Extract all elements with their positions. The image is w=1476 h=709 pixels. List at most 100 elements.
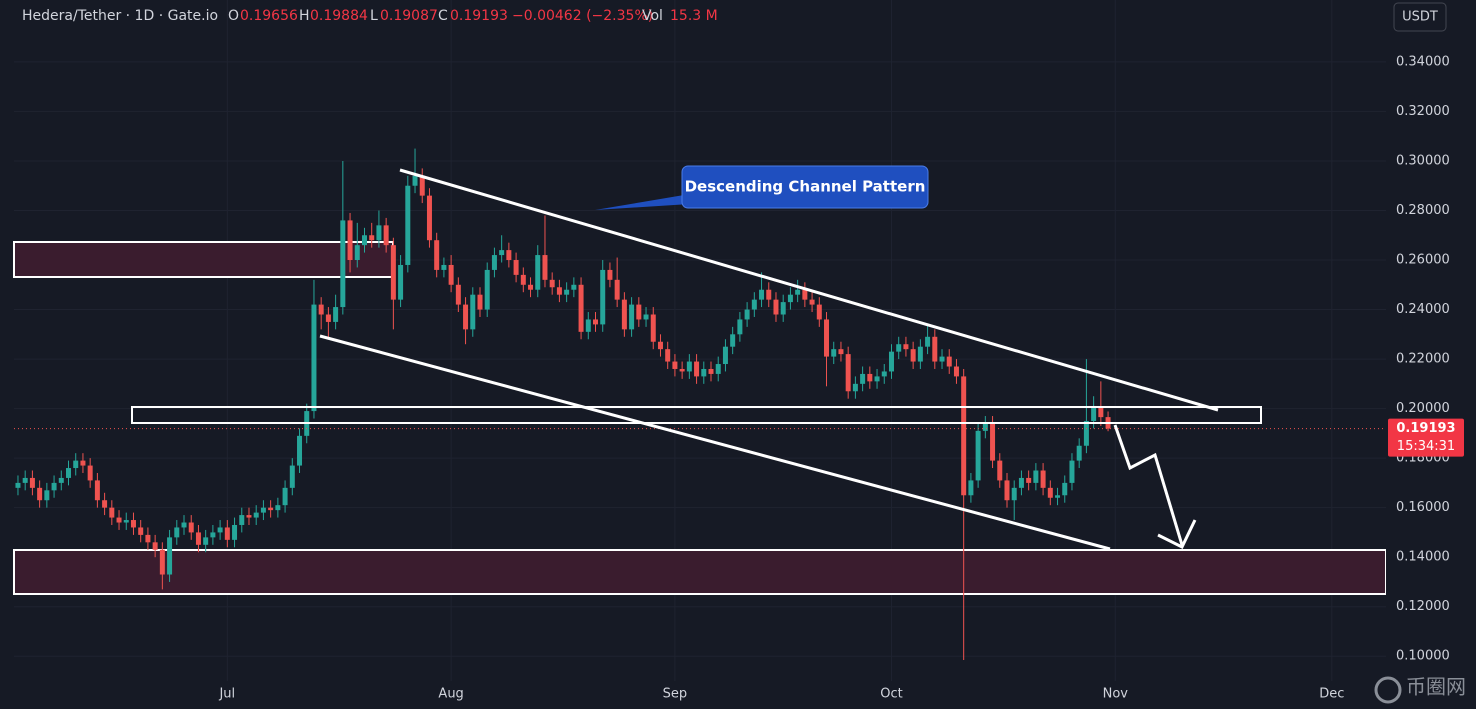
candle-body — [1026, 477, 1032, 483]
candle-body — [94, 480, 100, 501]
candle-body — [361, 235, 367, 246]
y-tick-label: 0.12000 — [1396, 599, 1450, 614]
y-tick-label: 0.14000 — [1396, 550, 1450, 565]
candle-body — [585, 319, 591, 332]
candle-body — [997, 460, 1003, 481]
candle-body — [253, 512, 259, 518]
candle-body — [246, 515, 252, 518]
candle-body — [975, 430, 981, 481]
candle-body — [390, 245, 396, 300]
candle-body — [1047, 487, 1053, 498]
candle-body — [694, 361, 700, 377]
candle-body — [520, 274, 526, 285]
candle-body — [903, 344, 909, 350]
y-tick-label: 0.22000 — [1396, 352, 1450, 367]
candle-body — [1040, 470, 1046, 488]
candle-body — [477, 294, 483, 310]
candle-body — [881, 371, 887, 377]
annotation: Descending Channel Pattern — [685, 178, 926, 196]
candle-body — [1018, 477, 1024, 488]
candle-body — [181, 522, 187, 528]
high-value: 0.19884 — [310, 8, 368, 24]
candle-body — [888, 351, 894, 372]
candle-body — [441, 264, 447, 270]
candle-body — [145, 534, 151, 543]
candle-body — [376, 225, 382, 241]
y-tick-label: 0.24000 — [1396, 302, 1450, 317]
channel-upper — [399, 168, 1219, 412]
candle-body — [102, 500, 108, 508]
candle-body — [578, 284, 584, 332]
candle-body — [665, 349, 671, 362]
candle-body — [109, 507, 115, 518]
candle-body — [528, 284, 534, 290]
candle-body — [990, 423, 996, 461]
candle-body — [614, 279, 620, 300]
candle-body — [780, 302, 786, 315]
candle-body — [398, 264, 404, 300]
candle-body — [1011, 487, 1017, 501]
candle-body — [455, 284, 461, 305]
candle-body — [426, 195, 432, 241]
candle-body — [369, 235, 375, 241]
candle-body — [275, 505, 281, 511]
candle-body — [852, 383, 858, 392]
candle-body — [412, 175, 418, 186]
forecast-arrow — [1113, 424, 1184, 546]
candle-body — [1004, 480, 1010, 501]
candle-body — [405, 185, 411, 265]
y-tick-label: 0.28000 — [1396, 203, 1450, 218]
candle-body — [58, 477, 64, 483]
candle-body — [838, 349, 844, 355]
candle-body — [224, 527, 230, 540]
candle-body — [946, 356, 952, 367]
candle-body — [44, 490, 50, 501]
y-tick-label: 0.34000 — [1396, 54, 1450, 69]
candle-body — [311, 304, 317, 412]
currency-box — [1393, 2, 1447, 32]
candle-body — [282, 487, 288, 506]
candle-body — [87, 465, 93, 481]
candle-body — [730, 334, 736, 347]
candle-body — [961, 376, 967, 496]
low-value: 0.19087 — [380, 8, 438, 24]
candle-body — [1055, 495, 1061, 498]
candle-body — [672, 361, 678, 369]
candle-body — [816, 304, 822, 320]
candle-body — [174, 527, 180, 538]
breakout-box — [131, 406, 1262, 424]
candle-body — [513, 260, 519, 275]
low-label: L — [370, 8, 378, 24]
candle-body — [686, 361, 692, 372]
y-tick-label: 0.26000 — [1396, 253, 1450, 268]
candle-body — [152, 542, 158, 550]
candle-body — [138, 527, 144, 535]
candle-body — [636, 304, 642, 320]
candle-body — [260, 507, 266, 513]
candle-body — [809, 299, 815, 305]
price-axis — [1386, 0, 1476, 709]
candle-body — [643, 314, 649, 320]
candle-body — [593, 319, 599, 325]
x-tick-label: Jul — [218, 687, 235, 702]
candle-body — [773, 299, 779, 315]
candle-body — [737, 319, 743, 335]
candle-body — [419, 175, 425, 196]
watermark-logo — [1374, 676, 1402, 704]
candle-body — [910, 349, 916, 362]
candle-body — [239, 515, 245, 525]
candle-body — [123, 520, 129, 523]
x-tick-label: Aug — [438, 687, 463, 702]
callout — [681, 165, 929, 209]
candle-body — [629, 304, 635, 330]
candle-body — [831, 349, 837, 357]
candle-body — [953, 366, 959, 377]
candle-body — [159, 549, 165, 575]
candle-body — [939, 356, 945, 362]
support-zone — [13, 549, 1387, 595]
close-value: 0.19193 — [450, 8, 508, 24]
candle-body — [982, 423, 988, 431]
candle-body — [15, 482, 21, 488]
